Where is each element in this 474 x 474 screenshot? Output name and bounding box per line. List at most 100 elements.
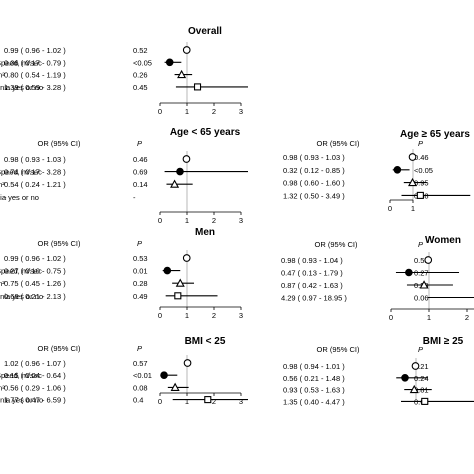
- forest-panel-5: Women OR (95% CI) P 0.98 ( 0.93 - 1.04 ) 0.5…: [281, 235, 474, 322]
- or-point-open-circle: [182, 46, 191, 54]
- row-ci-text: -: [4, 193, 7, 202]
- or-point-open-circle: [183, 359, 192, 367]
- row-p-value: 0.46: [133, 155, 148, 164]
- row-label: m²: [0, 180, 5, 189]
- x-tick-label: 2: [465, 313, 469, 322]
- or-point-open-triangle: [170, 179, 180, 188]
- row-ci-text: 1.35 ( 0.40 - 4.47 ): [283, 397, 345, 406]
- or-point-filled-circle: [163, 266, 172, 275]
- row-ci-text: 0.98 ( 0.94 - 1.01 ): [283, 362, 345, 371]
- x-tick-label: 1: [185, 216, 189, 225]
- or-ci-header: OR (95% CI): [38, 139, 81, 148]
- row-label: Speed, m/sec: [0, 58, 42, 67]
- row-p-value: <0.01: [133, 371, 152, 380]
- or-point-filled-circle: [176, 167, 184, 176]
- x-tick-label: 0: [158, 311, 162, 320]
- x-tick-label: 1: [185, 311, 189, 320]
- or-ci-header: OR (95% CI): [38, 344, 81, 353]
- panel-title: BMI ≥ 25: [423, 336, 464, 347]
- or-point-open-circle: [182, 155, 191, 163]
- row-p-value: 0.26: [133, 71, 148, 80]
- row-p-value: 0.28: [133, 279, 148, 288]
- row-p-value: 0.52: [133, 46, 148, 55]
- or-point-open-triangle: [170, 382, 180, 391]
- panel-title: Age ≥ 65 years: [400, 129, 470, 140]
- row-ci-text: 0.54 ( 0.24 - 1.21 ): [4, 180, 66, 189]
- x-tick-label: 2: [212, 311, 216, 320]
- x-tick-label: 1: [185, 107, 189, 116]
- row-ci-text: 0.99 ( 0.96 - 1.02 ): [4, 46, 66, 55]
- row-p-value: <0.05: [133, 58, 152, 67]
- panel-title: Men: [195, 227, 215, 238]
- panel-title: Women: [425, 235, 461, 246]
- or-ci-header: OR (95% CI): [38, 239, 81, 248]
- x-tick-label: 0: [158, 397, 162, 406]
- row-p-value: 0.08: [133, 383, 148, 392]
- or-point-open-circle: [182, 254, 191, 262]
- or-point-open-square: [204, 396, 212, 404]
- forest-panel-3: Age ≥ 65 years OR (95% CI) P 0.98 ( 0.93 - …: [283, 129, 470, 213]
- row-ci-text: 0.98 ( 0.60 - 1.60 ): [283, 179, 345, 188]
- p-header: P: [137, 239, 142, 248]
- row-ci-text: 0.27 ( 0.10 - 0.75 ): [4, 267, 66, 276]
- or-ci-header: OR (95% CI): [317, 345, 360, 354]
- forest-panel-1: Overall 0.99 ( 0.96 - 1.02 ) 0.52 Speed, m/…: [0, 26, 248, 116]
- x-tick-label: 0: [158, 216, 162, 225]
- row-ci-text: 1.77 ( 0.47 - 6.59 ): [4, 396, 66, 405]
- row-ci-text: 0.15 ( 0.04 - 0.64 ): [4, 371, 66, 380]
- x-tick-label: 3: [239, 216, 243, 225]
- or-point-open-triangle: [175, 278, 185, 287]
- or-ci-header: OR (95% CI): [317, 139, 360, 148]
- row-p-value: 0.06: [414, 294, 429, 303]
- p-header: P: [418, 345, 423, 354]
- or-point-open-circle: [411, 362, 420, 370]
- x-tick-label: 0: [158, 107, 162, 116]
- forest-panel-2: Age < 65 years OR (95% CI) P 0.98 ( 0.93 - …: [0, 127, 248, 225]
- row-label: m²: [0, 279, 5, 288]
- row-p-value: 0.01: [133, 267, 148, 276]
- row-ci-text: 1.39 ( 0.59 - 3.28 ): [4, 83, 66, 92]
- or-point-open-circle: [424, 256, 433, 264]
- p-header: P: [137, 344, 142, 353]
- row-p-value: -: [133, 193, 136, 202]
- or-point-filled-circle: [405, 268, 413, 277]
- row-ci-text: 0.36 ( 0.17 - 0.79 ): [4, 58, 66, 67]
- row-label: Speed, m/sec: [0, 267, 42, 276]
- p-header: P: [418, 240, 423, 249]
- row-ci-text: 0.98 ( 0.93 - 1.03 ): [283, 153, 345, 162]
- row-p-value: 0.46: [414, 153, 429, 162]
- row-p-value: 0.57: [133, 359, 148, 368]
- row-ci-text: 4.29 ( 0.97 - 18.95 ): [281, 294, 347, 303]
- or-point-open-square: [416, 191, 424, 199]
- or-point-open-triangle: [419, 280, 429, 289]
- row-label: m²: [0, 71, 5, 80]
- or-point-open-square: [193, 83, 202, 91]
- x-tick-label: 3: [239, 311, 243, 320]
- x-tick-label: 2: [212, 107, 216, 116]
- x-tick-label: 1: [411, 204, 415, 213]
- row-p-value: 0.21: [414, 362, 429, 371]
- row-ci-text: 0.98 ( 0.93 - 1.03 ): [4, 155, 66, 164]
- row-p-value: 0.53: [133, 254, 148, 263]
- row-label: m²: [0, 383, 5, 392]
- x-tick-label: 3: [239, 107, 243, 116]
- row-p-value: 0.49: [133, 292, 148, 301]
- or-point-open-circle: [408, 153, 417, 161]
- or-ci-header: OR (95% CI): [315, 240, 358, 249]
- or-point-open-square: [174, 292, 182, 300]
- row-p-value: 0.55: [414, 256, 429, 265]
- or-point-filled-circle: [393, 166, 402, 174]
- row-label: Speed, m/sec: [0, 168, 42, 177]
- row-ci-text: 0.98 ( 0.93 - 1.04 ): [281, 256, 343, 265]
- or-point-filled-circle: [160, 371, 168, 380]
- panel-title: Age < 65 years: [170, 127, 241, 138]
- or-point-open-triangle: [408, 177, 418, 187]
- row-ci-text: 0.99 ( 0.96 - 1.02 ): [4, 254, 66, 263]
- row-label: enia yes or no: [0, 292, 43, 301]
- row-ci-text: 0.66 ( 0.21 - 2.13 ): [4, 292, 66, 301]
- x-tick-label: 2: [212, 216, 216, 225]
- x-tick-label: 2: [212, 397, 216, 406]
- or-point-open-triangle: [177, 69, 187, 79]
- p-header: P: [418, 139, 423, 148]
